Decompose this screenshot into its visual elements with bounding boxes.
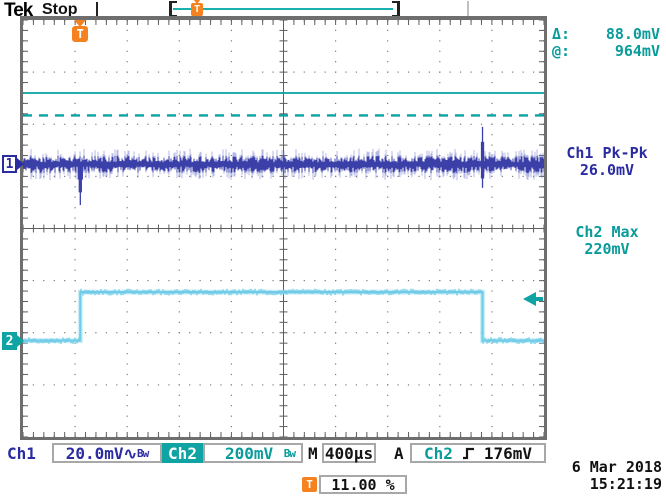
- ch2-scale-box: 200mV Bw: [203, 443, 303, 463]
- cursor-delta-readout: Δ: 88.0mV: [552, 26, 660, 43]
- trigger-position-arrow-icon: [74, 20, 87, 27]
- trigger-level-arrow-tail: [536, 296, 543, 301]
- ch1-marker-arrow-icon: [17, 158, 24, 171]
- ch1-label: Ch1: [7, 444, 36, 463]
- cursor-at-label: @:: [552, 42, 571, 60]
- waveform-display: [22, 19, 545, 438]
- header-divider-tick: [96, 2, 98, 16]
- ch2-marker-label: 2: [2, 331, 17, 350]
- time-readout: 15:21:19: [589, 475, 662, 493]
- ch1-marker-label: 1: [2, 155, 17, 174]
- ch1-scale-box: 20.0mV ∿ Bw: [52, 443, 162, 463]
- ch2-marker-arrow-icon: [17, 334, 24, 347]
- cursor-delta-value: 88.0mV: [605, 25, 660, 43]
- cursor-at-value: 964mV: [614, 42, 660, 60]
- ch1-pkpk-measurement: Ch1 Pk-Pk 26.0mV: [552, 145, 662, 179]
- ch2-label-tag: Ch2: [162, 443, 203, 463]
- timebase-box: 400µs: [322, 443, 376, 463]
- ch1-pkpk-label: Ch1 Pk-Pk: [566, 144, 648, 162]
- trigger-info-box: Ch2 176mV: [410, 443, 546, 463]
- trigger-position-marker: T: [71, 20, 89, 44]
- timebase-value: 400µs: [324, 443, 374, 463]
- ch2-max-value: 220mV: [584, 240, 630, 258]
- header-memory-tick: [467, 1, 469, 16]
- cursor-delta-label: Δ:: [552, 25, 571, 43]
- trigger-mode-label: A: [394, 444, 404, 463]
- acqbar-trigger-t-icon: T: [191, 3, 204, 16]
- timebase-label: M: [308, 444, 318, 463]
- trigger-position-readout: 11.00 %: [319, 475, 407, 494]
- ch1-pkpk-value: 26.0mV: [579, 161, 635, 179]
- cursor-at-readout: @: 964mV: [552, 43, 660, 60]
- ch1-bandwidth-limit-icon: Bw: [136, 446, 149, 460]
- ch1-scale-value: 20.0mV: [65, 443, 124, 463]
- acqbar-trigger-arrow-icon: [193, 0, 202, 4]
- trigger-source-value: Ch2: [423, 443, 453, 463]
- trigger-level-arrow-icon: [523, 291, 536, 306]
- ch2-bandwidth-limit-icon: Bw: [283, 446, 296, 460]
- acquisition-window-left-bracket: [169, 1, 177, 17]
- trigger-level-marker: [523, 291, 543, 306]
- ch1-ac-coupling-icon: ∿: [123, 443, 137, 463]
- ch2-max-measurement: Ch2 Max 220mV: [552, 224, 662, 258]
- acquisition-window-bar: [173, 8, 393, 10]
- ch2-scale-value: 200mV: [225, 443, 274, 463]
- rising-edge-icon: [462, 447, 474, 459]
- acqbar-trigger-position-icon: T: [191, 0, 204, 16]
- trigger-position-t-icon: T: [72, 26, 89, 42]
- footer-trigger-t-icon: T: [302, 477, 317, 492]
- tek-logo: Tek: [4, 0, 33, 21]
- date-readout: 6 Mar 2018: [571, 458, 662, 476]
- trigger-level-value: 176mV: [483, 443, 533, 463]
- ch2-max-label: Ch2 Max: [575, 223, 639, 241]
- acquisition-window-right-bracket: [392, 1, 400, 17]
- acquisition-status: Stop: [42, 1, 78, 18]
